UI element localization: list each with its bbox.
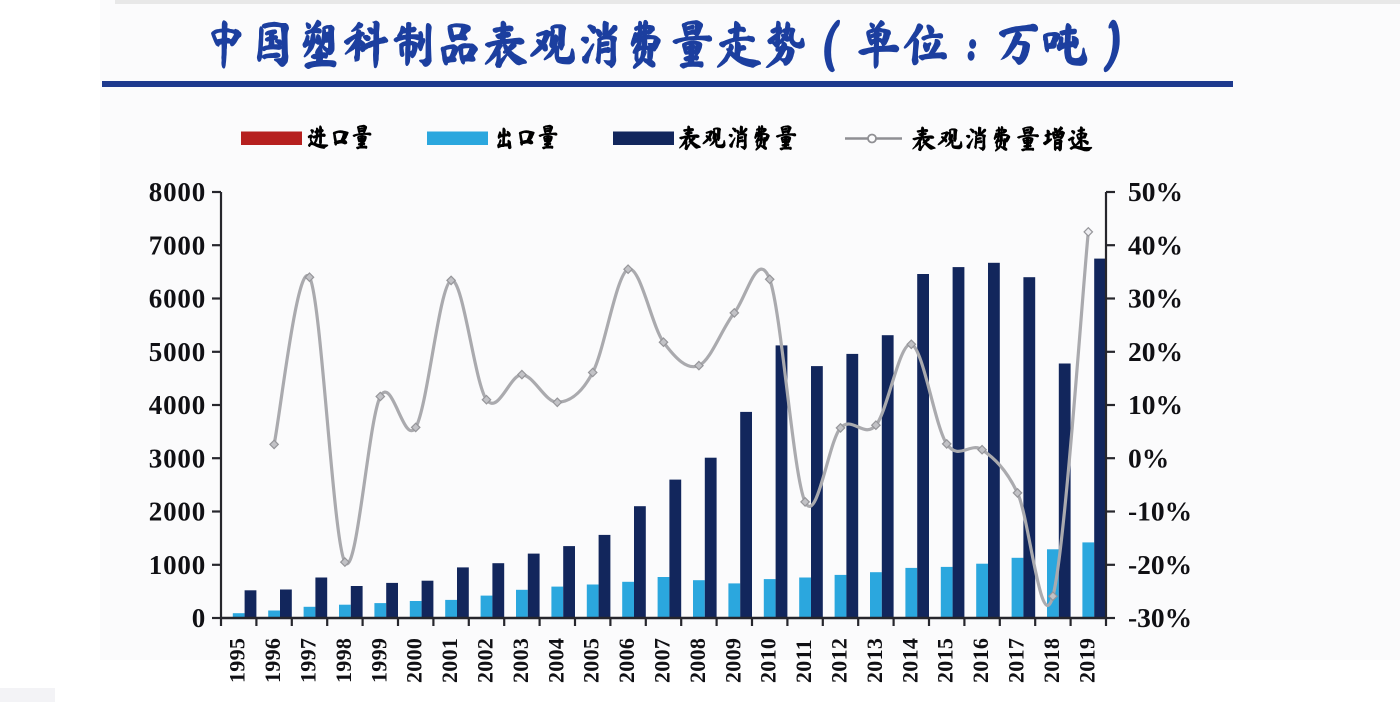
svg-text:3000: 3000	[149, 443, 206, 473]
svg-text:0: 0	[192, 603, 206, 633]
svg-text:2017: 2017	[1004, 638, 1029, 683]
svg-text:2019: 2019	[1074, 638, 1099, 683]
svg-text:1997: 1997	[296, 638, 321, 683]
svg-text:-20%: -20%	[1128, 549, 1192, 580]
svg-text:6000: 6000	[149, 284, 206, 314]
svg-text:1000: 1000	[149, 550, 206, 580]
svg-text:4000: 4000	[149, 390, 206, 420]
svg-text:2006: 2006	[614, 638, 639, 683]
svg-text:20%: 20%	[1128, 336, 1183, 367]
svg-text:2000: 2000	[149, 497, 206, 527]
svg-text:0%: 0%	[1128, 442, 1169, 473]
svg-text:2003: 2003	[508, 638, 533, 683]
svg-text:-10%: -10%	[1128, 496, 1192, 527]
svg-text:2000: 2000	[402, 638, 427, 683]
svg-text:2013: 2013	[862, 638, 887, 683]
svg-text:2008: 2008	[685, 638, 710, 683]
svg-text:1995: 1995	[225, 638, 250, 683]
svg-text:2002: 2002	[473, 638, 498, 683]
svg-text:2012: 2012	[827, 638, 852, 683]
svg-text:2009: 2009	[720, 638, 745, 683]
svg-text:40%: 40%	[1128, 229, 1183, 260]
svg-text:50%: 50%	[1128, 176, 1183, 207]
svg-text:1996: 1996	[260, 638, 285, 683]
svg-text:2015: 2015	[933, 638, 958, 683]
svg-text:7000: 7000	[149, 230, 206, 260]
svg-text:5000: 5000	[149, 337, 206, 367]
svg-text:2018: 2018	[1039, 638, 1064, 683]
svg-text:2004: 2004	[543, 638, 568, 683]
svg-text:2016: 2016	[968, 638, 993, 683]
svg-text:2011: 2011	[791, 639, 816, 683]
svg-text:2001: 2001	[437, 638, 462, 683]
svg-text:2010: 2010	[756, 638, 781, 683]
svg-text:8000: 8000	[149, 177, 206, 207]
svg-text:1999: 1999	[366, 638, 391, 683]
svg-text:30%: 30%	[1128, 283, 1183, 314]
svg-text:1998: 1998	[331, 638, 356, 683]
svg-text:2005: 2005	[579, 638, 604, 683]
svg-text:2007: 2007	[650, 638, 675, 683]
svg-text:-30%: -30%	[1128, 602, 1192, 633]
svg-text:2014: 2014	[897, 638, 922, 683]
svg-text:10%: 10%	[1128, 389, 1183, 420]
